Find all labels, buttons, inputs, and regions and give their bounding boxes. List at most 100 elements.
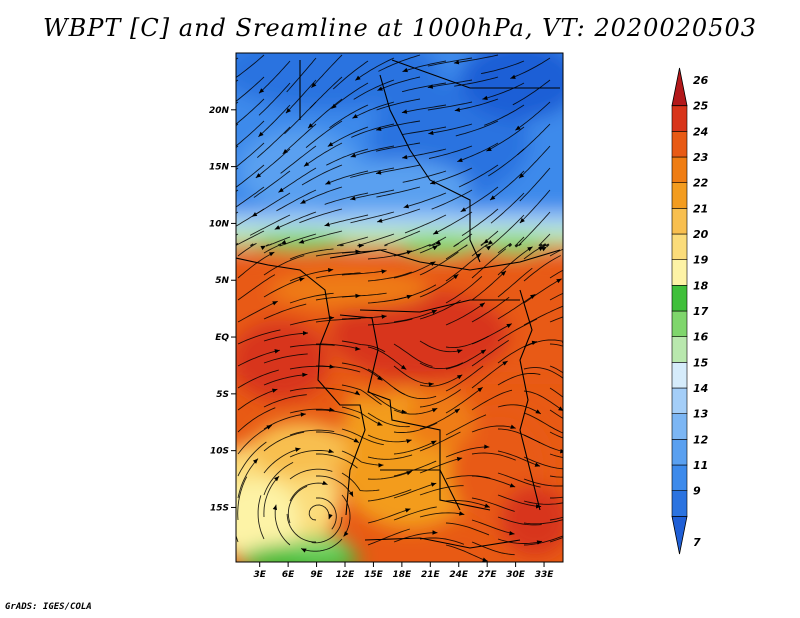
streamline — [289, 468, 333, 480]
streamline-arrow — [500, 270, 506, 276]
streamline-arrow — [456, 349, 463, 354]
lat-tick-label: 15S — [210, 503, 229, 513]
streamline-arrow — [381, 314, 387, 319]
streamline — [549, 387, 563, 398]
streamline — [352, 101, 395, 119]
streamline — [315, 497, 337, 530]
streamline-arrow — [562, 517, 563, 522]
streamline-arrow — [200, 211, 207, 217]
streamline — [393, 460, 437, 477]
streamline — [457, 142, 499, 163]
streamline — [307, 98, 343, 129]
streamline-arrow — [358, 243, 364, 248]
streamline — [376, 208, 421, 223]
streamline — [327, 126, 369, 147]
streamline — [523, 519, 563, 525]
streamline-arrow — [556, 278, 562, 284]
streamline-arrow — [433, 229, 439, 235]
streamline-arrow — [298, 239, 305, 244]
streamline — [263, 462, 294, 496]
streamline — [237, 369, 279, 389]
streamline-arrow — [311, 82, 317, 88]
streamline — [419, 408, 461, 430]
streamline-arrow — [435, 240, 441, 245]
streamline — [523, 500, 563, 505]
streamline — [331, 82, 369, 110]
colorbar-swatch — [671, 259, 688, 286]
streamline — [419, 340, 463, 353]
streamline — [236, 79, 239, 83]
streamline — [445, 244, 468, 260]
streamline — [376, 98, 421, 111]
streamline-arrow — [352, 113, 358, 119]
streamline-arrow — [278, 187, 284, 193]
colorbar-label: 20 — [693, 228, 709, 241]
streamline — [253, 170, 291, 198]
streamline — [471, 425, 516, 433]
streamline — [367, 318, 413, 326]
streamline — [482, 82, 525, 100]
colorbar-swatch — [671, 131, 688, 158]
streamline — [376, 186, 421, 198]
streamline — [303, 142, 343, 167]
streamline-arrow — [458, 511, 465, 516]
streamline — [445, 386, 483, 414]
streamline — [258, 104, 291, 138]
lon-tick-label: 27E — [478, 570, 498, 580]
streamline — [403, 192, 447, 208]
streamline-arrow — [587, 306, 593, 311]
streamline-arrow — [329, 407, 335, 412]
streamline — [471, 248, 507, 279]
streamline — [263, 277, 305, 298]
streamline — [519, 189, 551, 224]
streamline — [263, 413, 306, 430]
lat-tick-label: 10S — [210, 447, 229, 457]
streamline-arrow — [252, 458, 258, 464]
streamline — [336, 236, 369, 247]
streamline-arrow — [322, 480, 328, 485]
streamline — [523, 456, 563, 470]
streamline — [549, 453, 563, 458]
streamline — [263, 332, 309, 342]
streamline — [367, 528, 410, 546]
streamline — [393, 532, 438, 543]
streamline-arrow — [353, 438, 359, 443]
streamline — [353, 79, 395, 100]
streamline — [350, 145, 395, 158]
streamline — [427, 79, 473, 88]
streamline — [236, 208, 265, 227]
streamline-arrow — [585, 257, 591, 262]
streamline — [289, 248, 334, 260]
streamline — [393, 506, 437, 521]
streamline — [515, 101, 551, 131]
streamline — [289, 317, 335, 326]
streamline — [367, 508, 411, 524]
streamline-arrow — [485, 245, 492, 251]
streamline-arrow — [456, 374, 463, 380]
streamline — [549, 409, 563, 419]
streamline-arrow — [428, 130, 434, 136]
streamline — [258, 60, 291, 94]
streamline-arrow — [266, 425, 272, 430]
streamline-arrow — [479, 302, 485, 308]
streamline — [237, 458, 259, 499]
streamline-arrow — [251, 212, 258, 217]
latitude-axis: 20N 15N 10N 5N EQ 5S 10S 15S — [209, 106, 236, 513]
streamline — [393, 243, 431, 257]
streamline — [549, 292, 563, 301]
colorbar-label: 14 — [693, 382, 708, 395]
lon-tick-label: 21E — [421, 570, 441, 580]
streamline-arrow — [430, 482, 437, 487]
colorbar-label: 7 — [693, 536, 701, 549]
streamline — [419, 537, 465, 545]
streamline — [523, 367, 563, 379]
streamline-arrow — [582, 386, 589, 392]
streamline — [453, 54, 499, 64]
streamline — [486, 126, 525, 152]
streamline — [471, 497, 515, 512]
colorbar-bottom-arrow — [671, 515, 688, 555]
streamline-arrow — [482, 557, 488, 562]
streamline — [324, 214, 369, 227]
colorbar-swatch — [671, 233, 688, 260]
streamline-arrow — [588, 487, 594, 493]
